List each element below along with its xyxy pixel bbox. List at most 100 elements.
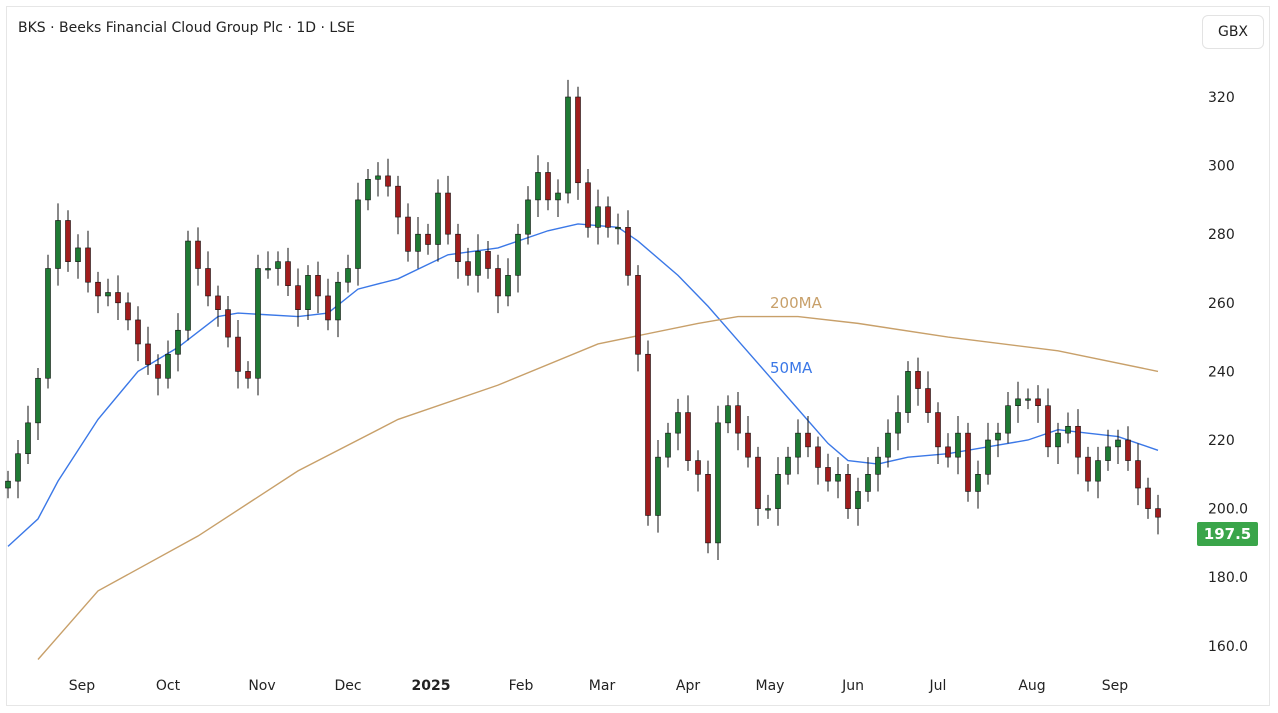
candle-body xyxy=(165,353,171,379)
candle-body xyxy=(475,251,481,276)
candle-body xyxy=(505,275,511,297)
chart-frame xyxy=(6,6,1270,706)
candle-body xyxy=(375,175,381,180)
candle-body xyxy=(145,343,151,365)
x-tick-label: Jul xyxy=(929,678,947,694)
candle-body xyxy=(835,473,841,482)
candle-body xyxy=(255,268,261,379)
x-tick-label: Sep xyxy=(69,678,96,694)
candle-body xyxy=(325,295,331,321)
candle-body xyxy=(685,412,691,461)
candle-body xyxy=(535,172,541,201)
candle-body xyxy=(775,473,781,509)
candle-body xyxy=(205,268,211,297)
x-tick-label: Mar xyxy=(589,678,616,694)
candle-body xyxy=(155,364,161,379)
candle-body xyxy=(1025,398,1031,401)
candle-body xyxy=(1105,446,1111,461)
ma50-label: 50MA xyxy=(770,359,813,377)
candle-body xyxy=(875,456,881,475)
ma-line-200ma xyxy=(37,315,1159,660)
candle-body xyxy=(565,96,571,194)
candle-body xyxy=(735,405,741,434)
candle-body xyxy=(925,388,931,413)
candle-body xyxy=(225,309,231,338)
candle-body xyxy=(215,295,221,310)
y-tick-label: 320 xyxy=(1208,90,1235,106)
candle-body xyxy=(315,275,321,297)
candle-body xyxy=(405,216,411,252)
y-tick-label: 300 xyxy=(1208,159,1235,175)
candle-body xyxy=(585,182,591,228)
candle-body xyxy=(125,302,131,321)
candle-body xyxy=(15,453,21,482)
candle-body xyxy=(1005,405,1011,434)
candle-body xyxy=(425,233,431,245)
y-tick-label: 260 xyxy=(1208,296,1235,312)
candle-body xyxy=(1015,398,1021,406)
candle-body xyxy=(705,473,711,544)
candle-body xyxy=(615,227,621,230)
candle-body xyxy=(805,432,811,448)
candle-body xyxy=(825,467,831,482)
candle-body xyxy=(1145,487,1151,509)
candle-body xyxy=(945,446,951,458)
x-tick-label: May xyxy=(756,678,785,694)
candle-body xyxy=(675,412,681,434)
x-tick-label: Aug xyxy=(1018,678,1045,694)
candle-body xyxy=(1095,460,1101,482)
candle-body xyxy=(1045,405,1051,448)
candle-body xyxy=(445,192,451,235)
candle-body xyxy=(625,227,631,276)
candle-body xyxy=(245,371,251,379)
candle-body xyxy=(415,233,421,252)
candle-body xyxy=(575,96,581,184)
candle-body xyxy=(895,412,901,434)
candle-body xyxy=(495,268,501,297)
candle-body xyxy=(725,405,731,424)
candle-body xyxy=(85,247,91,283)
y-tick-label: 220 xyxy=(1208,433,1235,449)
candle-body xyxy=(95,281,101,297)
candle-body xyxy=(355,199,361,269)
candle-body xyxy=(855,491,861,509)
candle-body xyxy=(605,206,611,228)
candle-body xyxy=(1075,425,1081,458)
y-tick-label: 240 xyxy=(1208,364,1235,380)
ma-line-50ma xyxy=(7,223,1159,547)
y-tick-label: 280 xyxy=(1208,227,1235,243)
x-tick-label: Oct xyxy=(156,678,181,694)
candle-body xyxy=(545,172,551,201)
x-tick-label: Apr xyxy=(676,678,700,694)
candle-body xyxy=(305,275,311,310)
y-tick-label: 180.0 xyxy=(1208,570,1248,586)
candle-body xyxy=(285,261,291,286)
candle-body xyxy=(755,456,761,509)
x-tick-label: Dec xyxy=(334,678,361,694)
x-tick-label: Feb xyxy=(509,678,534,694)
candle-body xyxy=(595,206,601,228)
y-tick-label: 200.0 xyxy=(1208,502,1248,518)
candle-body xyxy=(345,268,351,283)
y-tick-label: 160.0 xyxy=(1208,639,1248,655)
candle-body xyxy=(965,432,971,492)
candle-body xyxy=(795,432,801,458)
candle-body xyxy=(35,377,41,424)
candle-body xyxy=(265,268,271,271)
candle-body xyxy=(195,240,201,269)
candle-body xyxy=(665,432,671,458)
candle-body xyxy=(885,432,891,458)
candle-body xyxy=(645,353,651,516)
candle-body xyxy=(915,371,921,389)
x-tick-label: Nov xyxy=(248,678,275,694)
candle-body xyxy=(185,240,191,331)
currency-button[interactable]: GBX xyxy=(1202,15,1264,49)
candle-body xyxy=(985,439,991,475)
candle-body xyxy=(435,192,441,245)
candle-body xyxy=(1155,508,1161,518)
candle-body xyxy=(365,179,371,201)
candle-body xyxy=(485,251,491,269)
candle-body xyxy=(465,261,471,276)
candle-body xyxy=(905,371,911,413)
